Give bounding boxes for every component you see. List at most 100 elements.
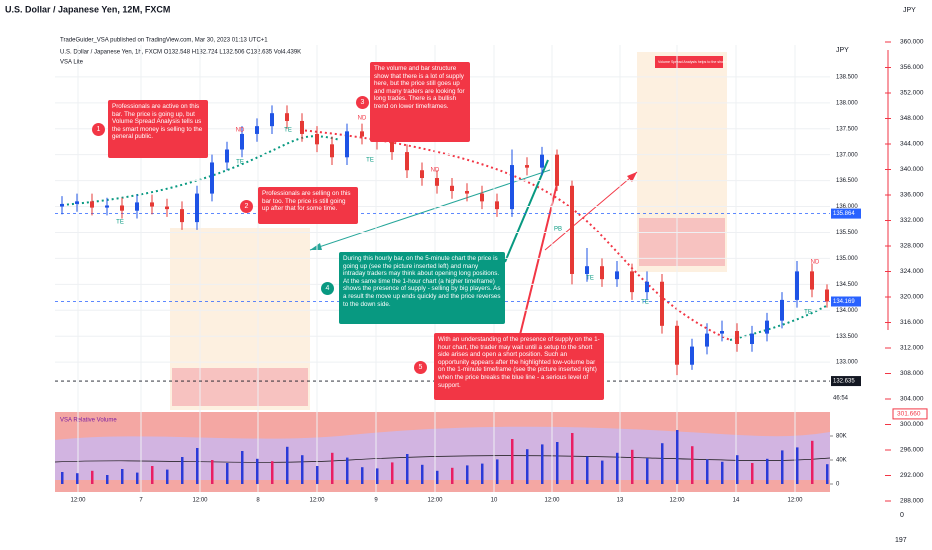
volume-bar: [256, 458, 259, 484]
signal-marker: TE: [366, 158, 374, 164]
candle-body: [705, 333, 709, 347]
candle-body: [330, 144, 334, 158]
price-tag: [831, 296, 861, 307]
x-tick-label: 12:00: [787, 498, 803, 504]
candle-body: [585, 266, 589, 274]
volume-bar: [196, 448, 199, 484]
candle-body: [240, 133, 244, 150]
outer-tick-label: 304.000: [900, 396, 924, 403]
volume-bar: [271, 461, 274, 484]
annotation: The volume and bar structure show that t…: [370, 62, 470, 142]
outer-tick-label: 300.000: [900, 421, 924, 428]
x-tick-label: 12:00: [427, 498, 443, 504]
volume-bar: [301, 455, 304, 484]
outer-footer: 197: [895, 537, 907, 544]
annotation-number: 2: [240, 199, 253, 213]
volume-bar: [721, 461, 724, 484]
price-tag: [831, 376, 861, 387]
volume-bar: [496, 459, 499, 484]
outer-price-tag: [892, 408, 928, 420]
volume-bar: [466, 465, 469, 484]
annotation-number: 5: [414, 360, 427, 374]
y-tick-label: 138.500: [836, 74, 858, 80]
outer-tick-label: 348.000: [900, 115, 924, 122]
volume-bar: [286, 446, 289, 484]
annotation-number: 3: [356, 96, 369, 109]
x-tick-label: 9: [374, 498, 378, 504]
signal-marker: ND: [811, 260, 820, 266]
candle-body: [120, 205, 124, 211]
signal-marker: TE: [641, 300, 649, 306]
candle-body: [390, 141, 394, 153]
volume-bar: [121, 469, 124, 484]
volume-bar: [406, 454, 409, 484]
candle-body: [795, 271, 799, 300]
candle-body: [615, 271, 619, 280]
candle-body: [150, 202, 154, 207]
price-tag-label: 134.169: [833, 299, 855, 305]
volume-bar: [631, 449, 634, 484]
y-tick-label: 135.500: [836, 230, 858, 236]
volume-bar: [181, 457, 184, 484]
volume-bar: [526, 449, 529, 484]
candle-body: [210, 162, 214, 194]
x-tick-label: 12:00: [544, 498, 560, 504]
volume-bar: [61, 472, 64, 484]
y-tick-label: 138.000: [836, 100, 858, 106]
annotation: Professionals are active on this bar. Th…: [108, 100, 208, 158]
volume-bar: [421, 464, 424, 484]
volume-bar: [481, 463, 484, 484]
candle-body: [810, 271, 814, 290]
volume-bar: [706, 459, 709, 484]
volume-bar: [751, 463, 754, 484]
outer-tick-label: 308.000: [900, 370, 924, 377]
signal-marker: TE: [116, 220, 124, 226]
signal-marker: TE: [586, 276, 594, 282]
outer-tick-label: 312.000: [900, 345, 924, 352]
currency: JPY: [903, 7, 916, 14]
x-tick-label: 12:00: [70, 498, 86, 504]
candle-body: [300, 120, 304, 134]
outer-tick-label: 328.000: [900, 243, 924, 250]
volume-bar: [616, 452, 619, 484]
candle-body: [60, 203, 64, 207]
outer-tick-label: 320.000: [900, 294, 924, 301]
candle-body: [720, 331, 724, 334]
volume-bar: [541, 444, 544, 484]
candle-body: [690, 346, 694, 365]
y-tick-label: 137.000: [836, 152, 858, 158]
signal-marker: PB: [554, 227, 562, 233]
outer-tick-label: 296.000: [900, 447, 924, 454]
x-tick-label: 10: [491, 498, 498, 504]
outer-tick-label: 340.000: [900, 166, 924, 173]
candle-body: [75, 201, 79, 204]
y-tick-label: 133.000: [836, 360, 858, 366]
volume-bar: [781, 450, 784, 484]
volume-bar: [736, 455, 739, 484]
volume-bar: [106, 475, 109, 484]
arrow: [544, 171, 638, 251]
outer-tick-label: 324.000: [900, 268, 924, 275]
arrow-head: [310, 243, 322, 250]
candle-body: [105, 205, 109, 208]
x-tick-label: 12:00: [309, 498, 325, 504]
volume-bar: [571, 433, 574, 484]
volume-bar: [811, 440, 814, 484]
signal-marker: TE: [804, 310, 812, 316]
volume-title: VSA Relative Volume: [60, 418, 117, 424]
volume-bar: [511, 439, 514, 484]
candle-body: [360, 131, 364, 137]
volume-bar: [601, 460, 604, 484]
candle-body: [135, 202, 139, 211]
outer-tick-label: 332.000: [900, 217, 924, 224]
inner-currency: JPY: [836, 47, 849, 54]
volume-bar: [361, 467, 364, 484]
outer-tick-label: 360.000: [900, 39, 924, 46]
candle-body: [525, 165, 529, 168]
candle-body: [450, 185, 454, 191]
legend-line: U.S. Dollar / Japanese Yen, 1h, FXCM O13…: [60, 50, 301, 56]
volume-bar: [451, 467, 454, 484]
volume-band: [55, 426, 830, 480]
candle-body: [480, 193, 484, 202]
annotation: During this hourly bar, on the 5-minute …: [339, 252, 505, 324]
